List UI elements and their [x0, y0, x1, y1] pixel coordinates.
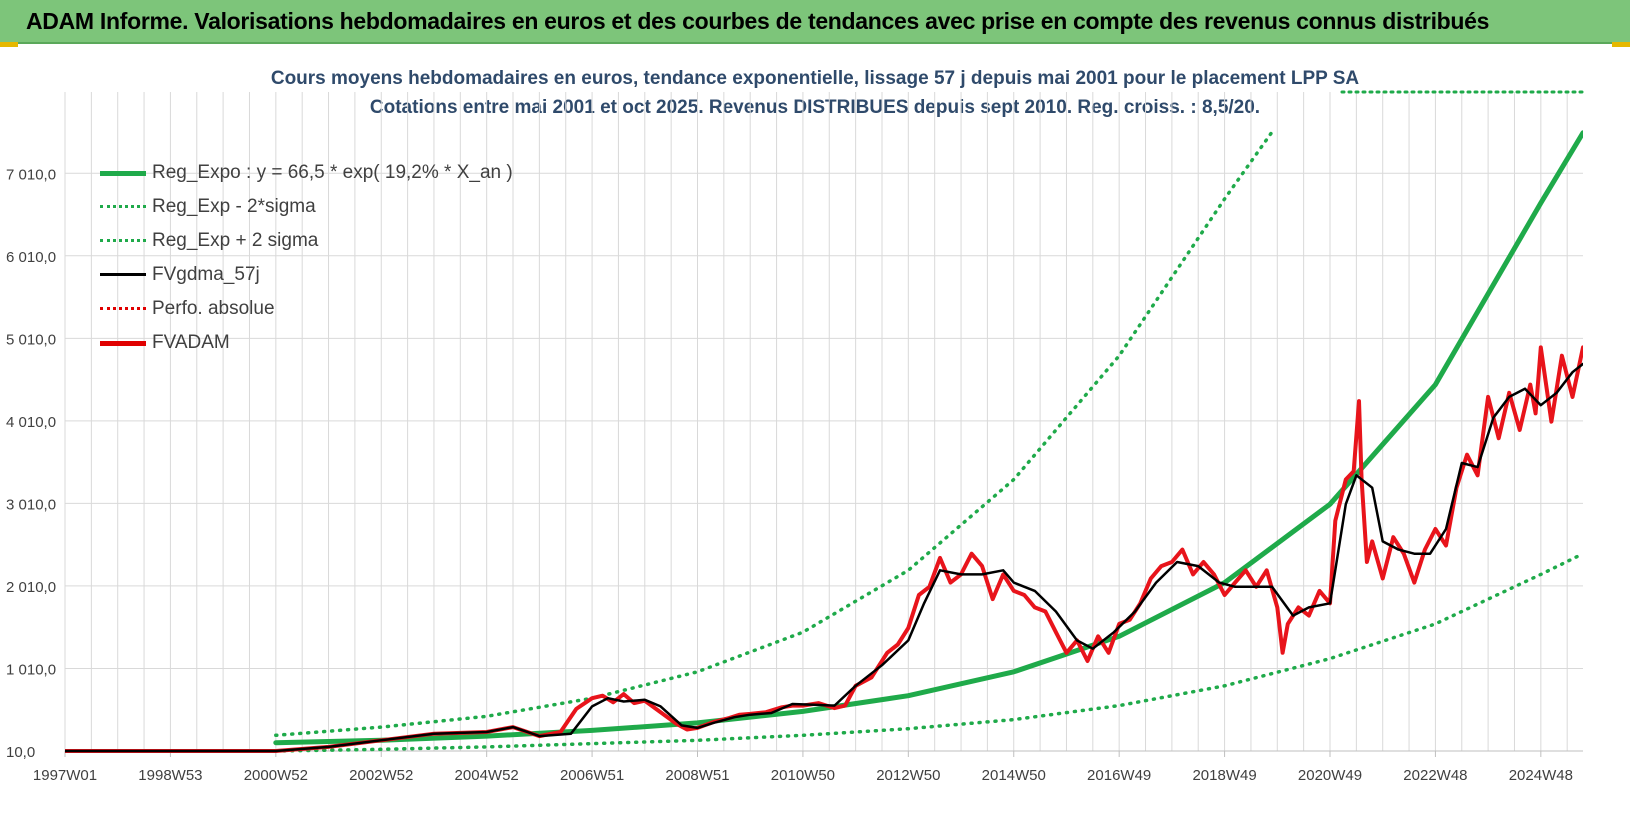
x-tick-label: 2014W50 [982, 767, 1046, 784]
y-tick-label: 4 010,0 [6, 414, 56, 431]
y-tick-label: 6 010,0 [6, 249, 56, 266]
x-tick-label: 2008W51 [665, 767, 729, 784]
legend-swatch [100, 239, 146, 242]
legend-swatch [100, 171, 146, 176]
x-tick-label: 2000W52 [244, 767, 308, 784]
legend-swatch [100, 341, 146, 346]
legend-swatch [100, 307, 146, 310]
legend-label: Perfo. absolue [152, 298, 275, 319]
chart-plot: 10,0 1 010,0 2 010,0 3 010,0 4 010,0 5 010,0 6… [6, 90, 1585, 784]
x-tick-label: 2006W51 [560, 767, 624, 784]
y-tick-label: 5 010,0 [6, 331, 56, 348]
x-tick-label: 2012W50 [876, 767, 940, 784]
corner-marker-right [1612, 42, 1630, 47]
x-tick-label: 1997W01 [33, 767, 97, 784]
x-tick-label: 2002W52 [349, 767, 413, 784]
series-fvgdma-57j [65, 362, 1583, 753]
series-fvadam [65, 345, 1583, 753]
x-tick-label: 2010W50 [771, 767, 835, 784]
legend-label: Reg_Expo : y = 66,5 * exp( 19,2% * X_an … [152, 162, 513, 183]
y-tick-label: 2 010,0 [6, 579, 56, 596]
x-tick-label: 2020W49 [1298, 767, 1362, 784]
legend-label: Reg_Exp + 2 sigma [152, 230, 319, 251]
report-banner: ADAM Informe. Valorisations hebdomadaire… [0, 0, 1630, 44]
x-tick-label: 2024W48 [1509, 767, 1573, 784]
y-tick-label: 10,0 [6, 744, 35, 761]
x-tick-label: 2022W48 [1403, 767, 1467, 784]
series-reg-exp-plus-2sigma [274, 130, 1274, 738]
series-reg-expo [273, 130, 1583, 746]
corner-marker-left [0, 42, 18, 47]
y-tick-label: 7 010,0 [6, 166, 56, 183]
chart-title-line1: Cours moyens hebdomadaires en euros, ten… [270, 68, 1360, 89]
series-reg-exp-minus-2sigma [274, 551, 1583, 753]
x-tick-label: 2004W52 [455, 767, 519, 784]
y-tick-label: 3 010,0 [6, 496, 56, 513]
report-title: ADAM Informe. Valorisations hebdomadaire… [26, 8, 1490, 34]
x-tick-label: 1998W53 [138, 767, 202, 784]
x-tick-label: 2018W49 [1192, 767, 1256, 784]
x-tick-label: 2016W49 [1087, 767, 1151, 784]
legend-swatch [100, 273, 146, 276]
y-tick-label: 1 010,0 [6, 661, 56, 678]
legend-swatch [100, 205, 146, 208]
legend-label: FVgdma_57j [152, 264, 260, 285]
legend-label: FVADAM [152, 332, 230, 353]
legend-label: Reg_Exp - 2*sigma [152, 196, 316, 217]
